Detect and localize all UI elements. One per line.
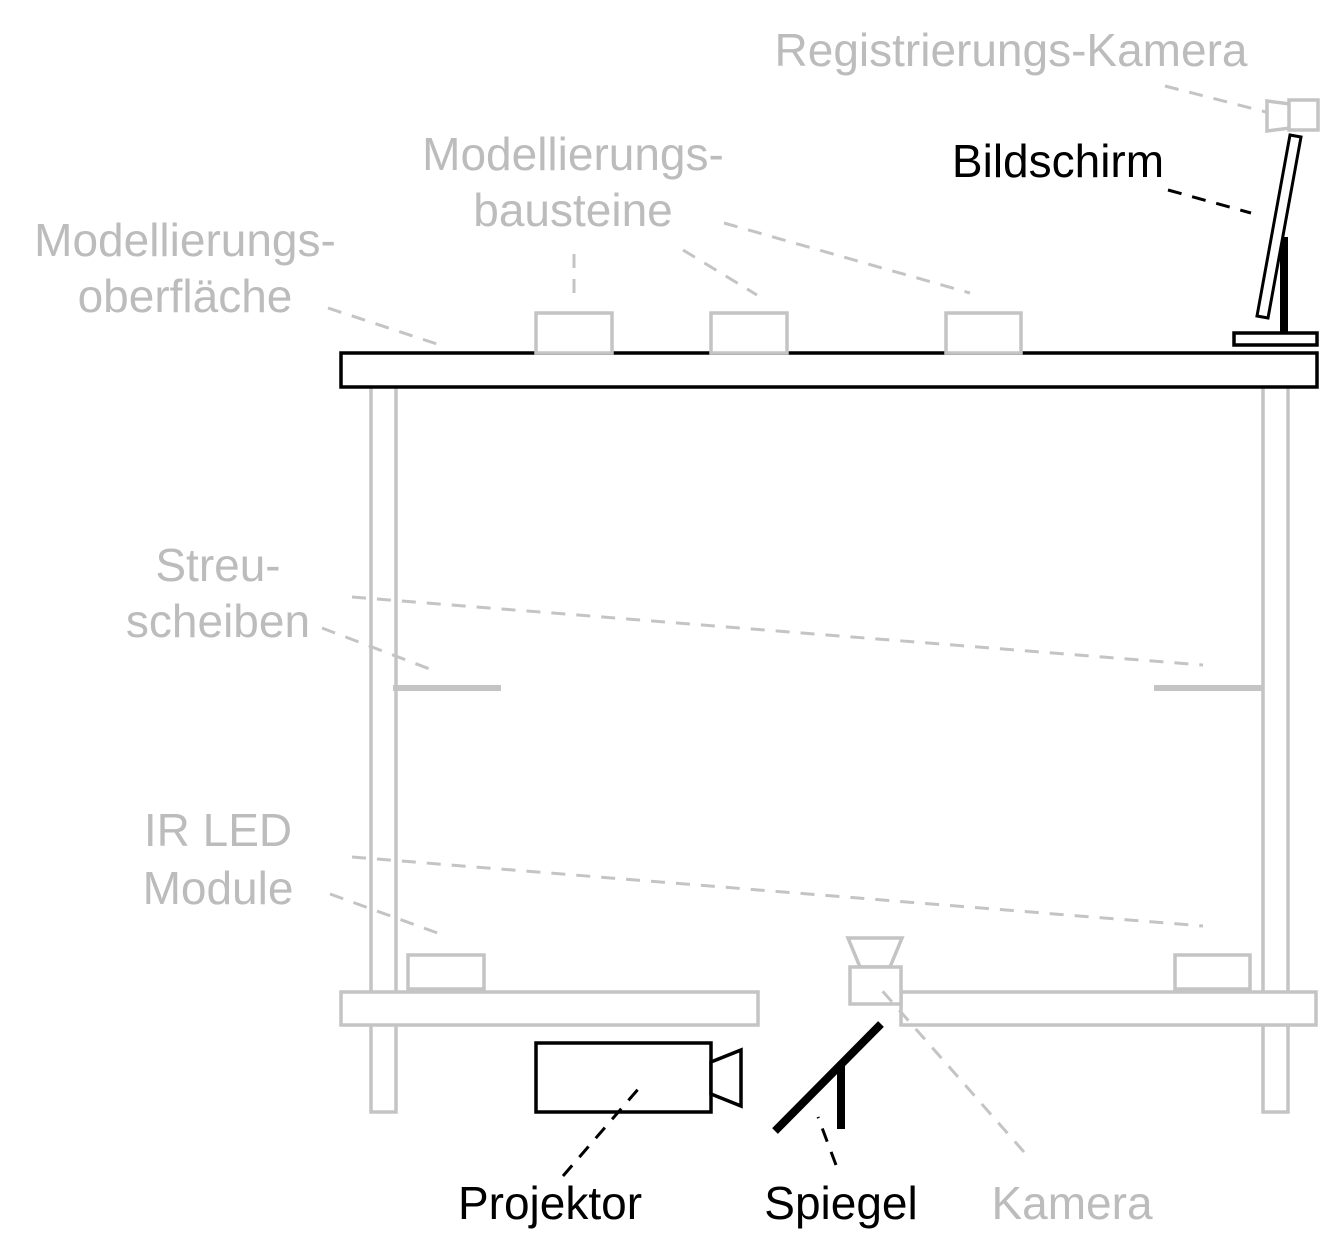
mirror-plate bbox=[772, 1021, 884, 1134]
screen-monitor bbox=[1232, 133, 1319, 347]
table-frame bbox=[339, 384, 1318, 1114]
bottom-shelf-left bbox=[339, 990, 760, 1027]
modeling-blocks bbox=[534, 311, 1023, 355]
leader-registration-camera bbox=[1164, 84, 1267, 114]
label-mirror: Spiegel bbox=[764, 1177, 917, 1229]
bottom-shelf-right bbox=[899, 990, 1318, 1027]
labels: Registrierungs-Kamera Bildschirm Modelli… bbox=[34, 24, 1248, 1229]
label-blocks-line2: bausteine bbox=[473, 184, 673, 236]
label-surface-line1: Modellierungs- bbox=[34, 214, 336, 266]
modeling-block bbox=[534, 311, 614, 355]
leader-camera bbox=[876, 985, 1026, 1153]
leader-block-2 bbox=[682, 248, 758, 297]
leader-ir-left bbox=[329, 892, 444, 937]
label-screen: Bildschirm bbox=[952, 135, 1164, 187]
leader-diffuser-right bbox=[351, 595, 1204, 667]
leader-projector bbox=[561, 1086, 642, 1177]
leader-screen bbox=[1167, 188, 1252, 215]
monitor-base bbox=[1232, 331, 1319, 347]
label-ir-line1: IR LED bbox=[144, 804, 292, 856]
projector bbox=[534, 1041, 743, 1114]
label-registration-camera: Registrierungs-Kamera bbox=[775, 24, 1248, 76]
leader-block-3 bbox=[723, 221, 971, 295]
label-diffusers-line1: Streu- bbox=[155, 539, 280, 591]
modeling-block bbox=[709, 311, 789, 355]
label-ir-line2: Module bbox=[143, 862, 294, 914]
modeling-surface bbox=[339, 351, 1319, 389]
leader-lines bbox=[321, 84, 1267, 1177]
label-projector: Projektor bbox=[458, 1177, 642, 1229]
label-surface-line2: oberfläche bbox=[78, 270, 293, 322]
monitor-panel bbox=[1255, 133, 1303, 320]
projector-body bbox=[534, 1041, 713, 1114]
label-diffusers-line2: scheiben bbox=[126, 595, 310, 647]
camera-body bbox=[848, 965, 903, 1006]
camera bbox=[845, 936, 905, 1006]
mirror bbox=[772, 1021, 884, 1134]
leader-diffuser-left bbox=[321, 626, 436, 673]
ir-led-module-right bbox=[1173, 953, 1252, 991]
leader-ir-right bbox=[351, 855, 1204, 928]
ir-led-module-left bbox=[406, 953, 486, 991]
leader-mirror bbox=[816, 1116, 838, 1166]
leader-surface bbox=[327, 306, 441, 347]
registration-camera bbox=[1265, 98, 1320, 133]
label-camera: Kamera bbox=[991, 1177, 1152, 1229]
registration-camera-lens bbox=[1265, 99, 1292, 133]
label-blocks-line1: Modellierungs- bbox=[422, 128, 724, 180]
modeling-block bbox=[944, 311, 1023, 355]
projector-lens bbox=[709, 1047, 743, 1109]
camera-lens bbox=[845, 936, 905, 969]
registration-camera-body bbox=[1287, 98, 1320, 132]
